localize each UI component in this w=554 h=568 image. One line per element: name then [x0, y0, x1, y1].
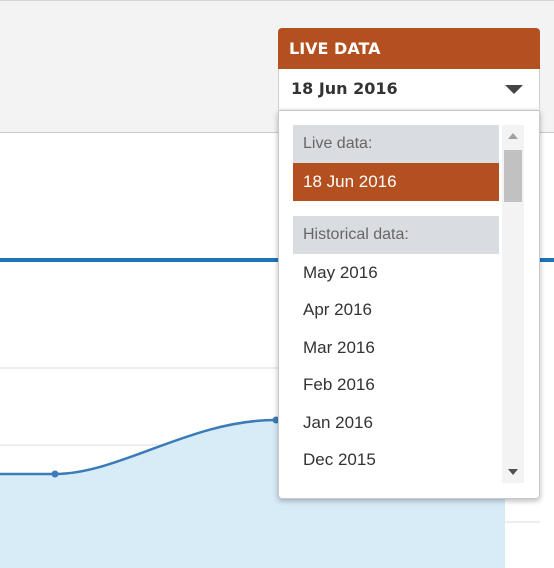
series-line: [0, 417, 331, 476]
dropdown-scrollbar[interactable]: [502, 125, 524, 483]
option-historical[interactable]: Mar 2016: [303, 337, 375, 357]
live-data-widget: LIVE DATA 18 Jun 2016: [278, 28, 540, 109]
scroll-up-icon[interactable]: [508, 133, 518, 139]
group-label-live: Live data:: [293, 125, 499, 163]
live-data-title: LIVE DATA: [278, 28, 540, 69]
data-point[interactable]: [51, 470, 59, 478]
scroll-down-icon[interactable]: [508, 469, 518, 475]
chart-header-rule: [0, 258, 554, 262]
option-historical[interactable]: Jan 2016: [303, 412, 373, 432]
date-select-value: 18 Jun 2016: [291, 79, 398, 98]
date-options: Live data: 18 Jun 2016 Historical data: …: [293, 125, 499, 479]
option-historical[interactable]: May 2016: [303, 262, 378, 282]
date-select[interactable]: 18 Jun 2016: [278, 69, 540, 109]
group-label-historical: Historical data:: [293, 215, 499, 254]
option-historical[interactable]: Feb 2016: [303, 375, 375, 394]
option-historical[interactable]: Dec 2015: [303, 450, 376, 469]
scroll-thumb[interactable]: [504, 150, 522, 202]
date-dropdown-list: Live data: 18 Jun 2016 Historical data: …: [278, 110, 540, 499]
option-live-date[interactable]: 18 Jun 2016: [293, 163, 499, 201]
data-point[interactable]: [272, 416, 280, 424]
chevron-down-icon[interactable]: [505, 85, 523, 94]
option-historical[interactable]: Apr 2016: [303, 300, 372, 319]
